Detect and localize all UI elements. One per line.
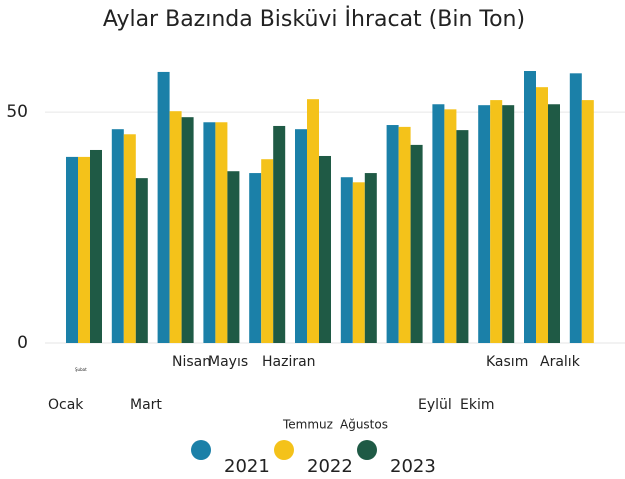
bar <box>410 144 423 343</box>
bar <box>227 171 240 343</box>
bar <box>456 130 469 343</box>
bar <box>364 173 377 343</box>
bar <box>111 129 124 343</box>
y-tick-label: 0 <box>17 333 28 353</box>
bar <box>398 126 411 344</box>
legend-marker <box>274 440 294 460</box>
x-tick-label: Haziran <box>262 354 316 370</box>
y-tick-label: 50 <box>6 102 28 122</box>
x-tick-label: Ocak <box>48 397 84 413</box>
chart-title: Aylar Bazında Bisküvi İhracat (Bin Ton) <box>103 6 525 32</box>
bar <box>502 105 515 344</box>
bar <box>135 178 148 343</box>
x-tick-label: Ağustos <box>340 418 388 432</box>
bar <box>548 104 560 343</box>
bar <box>66 156 78 343</box>
bar <box>569 73 582 343</box>
legend-label: 2022 <box>307 456 353 477</box>
bar <box>78 156 90 343</box>
bar <box>581 100 594 343</box>
bar <box>524 71 536 343</box>
bar <box>157 71 170 344</box>
bar <box>123 134 136 343</box>
bar <box>215 122 228 343</box>
x-tick-label: Mayıs <box>208 354 248 370</box>
x-tick-label: Eylül <box>418 397 452 413</box>
bar <box>352 182 365 343</box>
bar <box>386 125 399 344</box>
bar <box>90 149 102 343</box>
x-tick-label: Aralık <box>540 354 581 370</box>
bar <box>261 159 274 343</box>
bar <box>444 109 457 343</box>
x-tick-label: Ekim <box>460 397 494 413</box>
bar <box>340 177 353 343</box>
bar <box>432 104 445 343</box>
bar <box>181 117 194 343</box>
bar <box>490 100 503 343</box>
bar <box>295 129 307 343</box>
bar <box>273 125 286 343</box>
x-tick-label: Şubat <box>75 367 87 372</box>
x-tick-label: Temmuz <box>282 418 333 432</box>
bar <box>203 122 216 343</box>
bar <box>319 155 331 343</box>
bar <box>478 105 491 344</box>
x-tick-label: Nisan <box>172 354 211 370</box>
legend-marker <box>191 440 211 460</box>
bar <box>249 173 262 343</box>
bar <box>169 111 182 343</box>
legend-label: 2023 <box>390 456 436 477</box>
x-tick-label: Mart <box>130 397 162 413</box>
bar <box>307 99 319 343</box>
legend-marker <box>357 440 377 460</box>
x-tick-label: Kasım <box>486 354 528 370</box>
legend-label: 2021 <box>224 456 270 477</box>
bar <box>536 87 548 344</box>
